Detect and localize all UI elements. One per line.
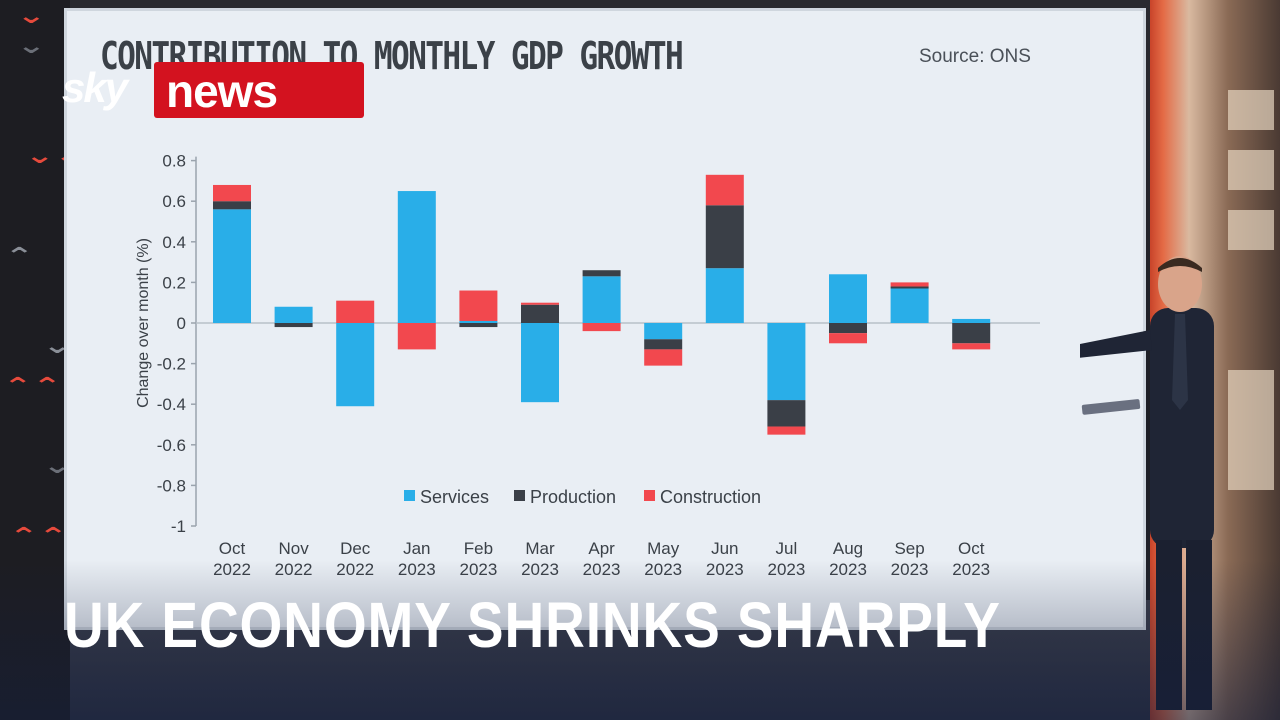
x-tick-label-month: Jun (711, 539, 738, 558)
bar-construction-dec-2022 (336, 300, 375, 323)
bar-construction-jul-2023 (767, 426, 806, 435)
bar-services-sep-2023 (890, 288, 929, 323)
y-axis-label: Change over month (%) (135, 238, 152, 408)
studio-window (1228, 210, 1274, 250)
presenter-tie (1172, 314, 1188, 410)
x-tick-label-month: Nov (278, 539, 309, 558)
legend-label-production: Production (530, 487, 616, 507)
bar-services-nov-2022 (274, 306, 313, 323)
studio-window (1228, 150, 1274, 190)
bar-services-oct-2022 (213, 209, 251, 323)
x-tick-label-month: Apr (588, 539, 615, 558)
logo-sky-text: sky (62, 64, 128, 111)
bar-services-aug-2023 (829, 274, 867, 323)
y-tick-label: 0.6 (162, 192, 186, 211)
bar-production-feb-2023 (459, 323, 498, 328)
bar-production-mar-2023 (521, 304, 559, 323)
presenter-hair (1158, 258, 1202, 272)
bar-construction-sep-2023 (890, 282, 929, 287)
x-tick-label-month: Oct (958, 539, 985, 558)
bar-construction-oct-2022 (213, 184, 251, 202)
bar-services-oct-2023 (952, 318, 991, 323)
bar-production-sep-2023 (890, 286, 929, 289)
presenter-head (1158, 256, 1202, 312)
chevron-icon: ⌄ (16, 4, 46, 29)
chart-source: Source: ONS (919, 46, 1031, 67)
lower-third-shade (0, 560, 1280, 720)
chevron-icon: ⌃ (4, 244, 34, 269)
bar-construction-may-2023 (644, 349, 683, 366)
x-tick-label-month: Aug (833, 539, 863, 558)
bar-services-feb-2023 (459, 320, 498, 323)
bar-services-mar-2023 (521, 323, 559, 403)
bar-services-apr-2023 (582, 276, 621, 323)
x-tick-label-month: Jul (776, 539, 798, 558)
logo-news-text: news (166, 65, 278, 117)
chevron-icon: ⌃⌃ (2, 374, 62, 399)
y-tick-label: 0.8 (162, 152, 186, 171)
y-tick-label: 0 (177, 314, 186, 333)
bar-production-aug-2023 (829, 323, 867, 334)
x-tick-label-month: Dec (340, 539, 371, 558)
presenter-tablet (1081, 399, 1141, 415)
bar-production-may-2023 (644, 339, 683, 350)
bar-construction-mar-2023 (521, 302, 559, 305)
legend-swatch-construction (644, 490, 655, 501)
bar-construction-jan-2023 (397, 323, 436, 350)
legend-label-services: Services (420, 487, 489, 507)
bar-construction-oct-2023 (952, 343, 991, 350)
logo-news-box: news (154, 62, 364, 118)
bar-production-nov-2022 (274, 323, 313, 328)
y-tick-label: -0.4 (157, 395, 186, 414)
x-tick-label-month: Sep (894, 539, 924, 558)
x-tick-label-month: Feb (464, 539, 493, 558)
x-tick-label-month: Oct (219, 539, 246, 558)
y-tick-label: 0.4 (162, 233, 186, 252)
y-tick-label: -0.6 (157, 436, 186, 455)
x-tick-label-month: Mar (525, 539, 555, 558)
legend-swatch-production (514, 490, 525, 501)
bar-production-jul-2023 (767, 400, 806, 427)
bar-services-jun-2023 (705, 268, 744, 323)
y-tick-label: 0.2 (162, 273, 186, 292)
studio-window (1228, 90, 1274, 130)
headline: UK ECONOMY SHRINKS SHARPLY (64, 589, 1001, 661)
chevron-icon: ⌄ (16, 34, 46, 59)
studio-window (1228, 370, 1274, 490)
bar-production-apr-2023 (582, 270, 621, 277)
bar-construction-feb-2023 (459, 290, 498, 321)
bar-services-jan-2023 (397, 191, 436, 323)
presenter-arm (1080, 330, 1152, 358)
y-tick-label: -0.2 (157, 355, 186, 374)
bar-services-may-2023 (644, 323, 683, 340)
y-tick-label: -1 (171, 517, 186, 536)
bar-production-oct-2022 (213, 201, 251, 210)
bar-production-jun-2023 (705, 205, 744, 269)
bar-construction-apr-2023 (582, 323, 621, 332)
bar-services-jul-2023 (767, 323, 806, 401)
bar-construction-jun-2023 (705, 174, 744, 206)
x-tick-label-month: Jan (403, 539, 430, 558)
legend-swatch-services (404, 490, 415, 501)
chevron-icon: ⌃⌃ (8, 524, 68, 549)
bar-construction-aug-2023 (829, 333, 867, 344)
bar-production-oct-2023 (952, 323, 991, 344)
bar-services-dec-2022 (336, 323, 375, 407)
y-tick-label: -0.8 (157, 476, 186, 495)
presenter-body (1150, 308, 1214, 548)
legend-label-construction: Construction (660, 487, 761, 507)
x-tick-label-month: May (647, 539, 680, 558)
